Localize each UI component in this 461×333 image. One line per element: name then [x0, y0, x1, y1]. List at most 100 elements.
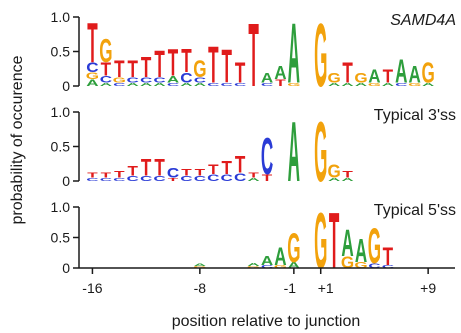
logo-letter-A: A — [194, 263, 206, 267]
logo-letter-C: C — [100, 177, 112, 182]
logo-letter-C: C — [180, 174, 193, 183]
logo-letter-G: G — [99, 32, 112, 70]
logo-column: CA — [395, 52, 407, 90]
logo-letter-C: C — [140, 76, 153, 85]
y-tick-label: 1.0 — [51, 104, 71, 120]
logo-letter-C: C — [207, 82, 219, 87]
logo-letter-C: C — [261, 264, 273, 269]
logo-column: CT — [221, 40, 233, 93]
panel-title: Typical 5'ss — [374, 202, 456, 219]
logo-column: GA — [368, 66, 381, 87]
logo-column: A — [288, 105, 300, 201]
logo-letter-A: A — [194, 82, 206, 87]
logo-column: CT — [382, 243, 394, 271]
y-axis-label: probability of occurence — [9, 55, 26, 224]
logo-letter-C: C — [113, 177, 125, 182]
x-tick-label: -8 — [194, 280, 207, 296]
logo-column: ACT — [180, 42, 192, 87]
logo-letter-T: T — [221, 157, 231, 178]
logo-column: CT — [86, 171, 98, 182]
logo-column: ACG — [193, 56, 206, 87]
logo-letter-A: A — [274, 62, 286, 83]
y-axis-panel-1: 0 0.5 1.0 — [51, 9, 80, 94]
logo-letter-A: A — [409, 62, 421, 88]
logo-letter-G: G — [274, 264, 287, 269]
logo-letter-C: C — [395, 82, 407, 87]
logo-letter-T: T — [342, 169, 353, 180]
x-tick-label: -1 — [284, 280, 297, 296]
logo-letter-G: G — [368, 218, 381, 274]
logo-column: AT — [341, 169, 353, 182]
y-tick-label: 0 — [62, 173, 70, 189]
logo-letter-A: A — [86, 77, 98, 88]
logo-letter-T: T — [101, 59, 111, 80]
logo-letter-T: T — [168, 42, 178, 85]
logo-letter-A: A — [368, 66, 380, 87]
logo-column: CGT — [113, 56, 126, 87]
logo-column: CT — [180, 167, 193, 183]
logo-letter-T: T — [181, 167, 192, 178]
logo-column: G — [314, 4, 327, 105]
logo-column: CT — [234, 152, 247, 184]
logo-column: CA — [261, 71, 273, 87]
logo-column: CT — [194, 167, 207, 183]
logo-letter-G: G — [193, 266, 206, 269]
logo-letter-G: G — [287, 224, 300, 271]
y-tick-label: 0.5 — [51, 44, 71, 60]
logo-letter-A: A — [180, 82, 192, 87]
logo-column: GA — [193, 263, 206, 268]
logo-letter-A: A — [422, 82, 434, 87]
logo-column: AT — [341, 57, 353, 88]
logo-letter-T: T — [383, 66, 393, 87]
logo-letter-A: A — [341, 224, 353, 265]
x-tick-label: -16 — [82, 280, 102, 296]
logo-letter-T: T — [87, 171, 97, 180]
logo-letter-G: G — [113, 76, 126, 85]
x-tick-label: +9 — [420, 280, 436, 296]
logo-column: G — [314, 197, 327, 285]
logo-column: AG — [327, 161, 340, 182]
logo-column: CT — [100, 171, 112, 182]
logo-letter-G: G — [287, 82, 300, 87]
logo-letter-A: A — [153, 82, 165, 87]
x-tick-label: +1 — [318, 280, 334, 296]
logo-column: AT — [382, 66, 394, 87]
logo-letter-T: T — [235, 152, 246, 178]
logo-column: CT — [234, 57, 246, 88]
logo-letter-G: G — [408, 82, 421, 87]
logo-letter-A: A — [274, 243, 286, 271]
logo-column: CT — [207, 37, 219, 95]
logo-letter-C: C — [207, 172, 219, 183]
logo-column: GA — [341, 224, 354, 272]
logo-column: AG — [328, 71, 341, 87]
logo-letter-A: A — [288, 261, 301, 270]
logo-column: CT — [153, 155, 166, 183]
logo-column: TC — [167, 166, 179, 182]
logo-letter-G: G — [421, 57, 434, 88]
logo-letter-T: T — [127, 56, 138, 82]
logo-column: ACT — [127, 56, 140, 87]
logo-letter-A: A — [395, 52, 407, 90]
logo-letter-C: C — [180, 71, 192, 86]
logo-letter-G: G — [354, 71, 367, 86]
logo-letter-T: T — [154, 44, 164, 87]
logo-letter-C: C — [221, 82, 233, 87]
logo-letter-A: A — [355, 82, 367, 87]
y-tick-label: 0.5 — [51, 230, 71, 246]
logo-letter-A: A — [167, 74, 179, 85]
logo-column: GA — [247, 262, 260, 268]
logo-column: CT — [207, 162, 219, 183]
logo-letter-T: T — [383, 243, 393, 271]
logo-letter-A: A — [127, 82, 139, 87]
logo-letter-G: G — [327, 161, 340, 182]
logo-letter-A: A — [247, 262, 259, 267]
logo-letter-C: C — [261, 82, 273, 87]
logo-letter-C: C — [100, 74, 112, 85]
logo-column: TA — [274, 62, 286, 88]
logo-letter-G: G — [368, 82, 381, 87]
logo-letter-T: T — [114, 169, 125, 180]
logo-letter-C: C — [194, 76, 207, 85]
logo-letter-T: T — [141, 155, 152, 181]
